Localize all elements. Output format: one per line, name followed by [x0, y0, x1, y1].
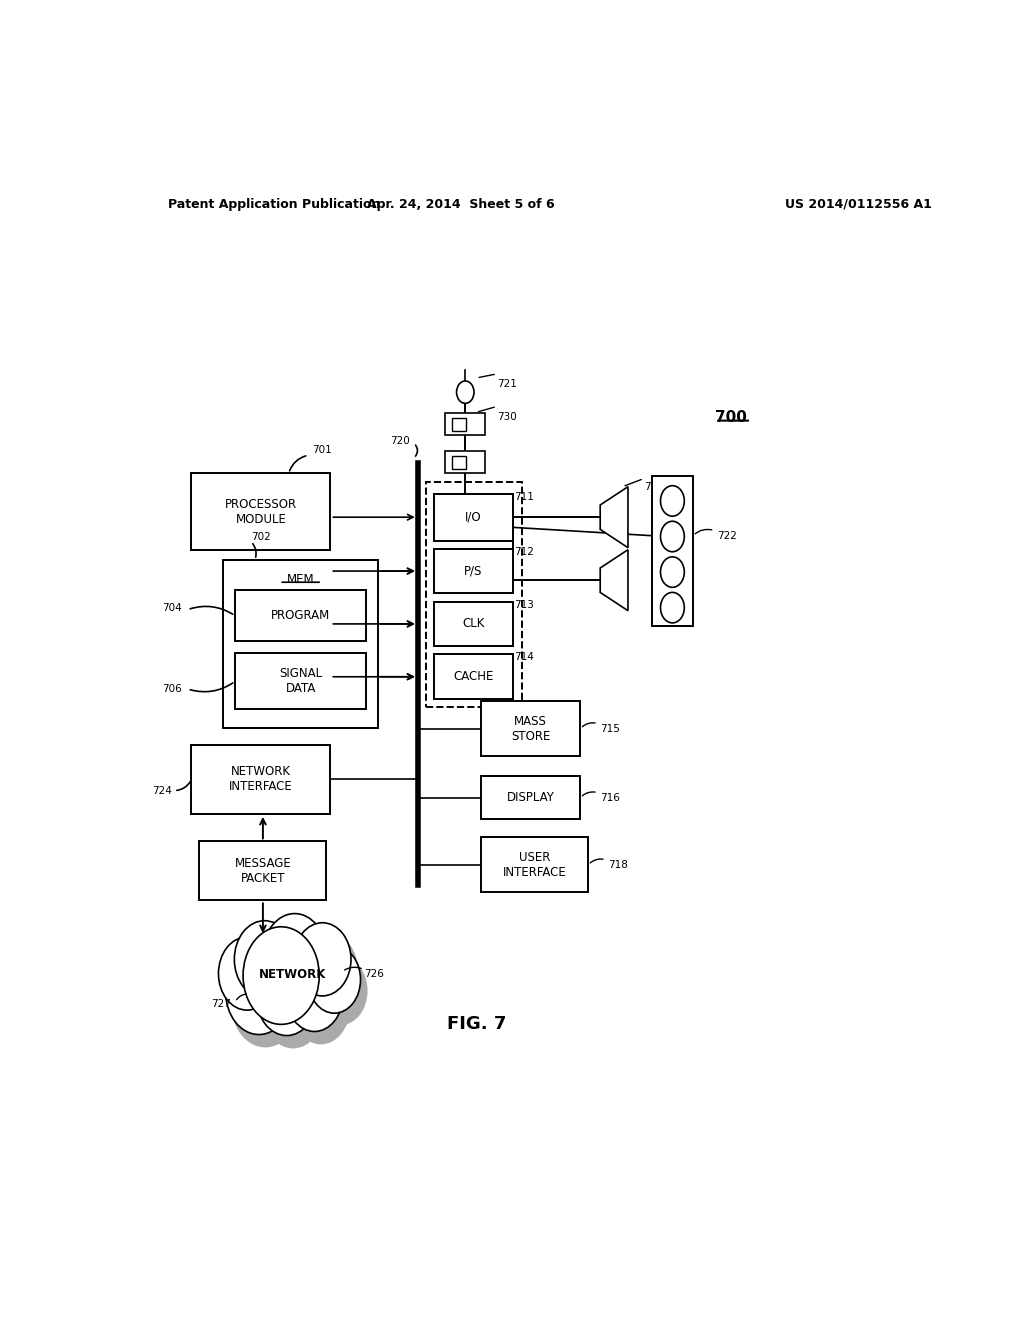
FancyBboxPatch shape	[445, 412, 485, 434]
FancyBboxPatch shape	[433, 602, 513, 647]
Circle shape	[269, 925, 333, 1006]
Text: 706: 706	[162, 684, 182, 694]
Text: 700: 700	[715, 411, 748, 425]
Text: DISPLAY: DISPLAY	[507, 791, 555, 804]
Text: 710: 710	[513, 726, 532, 735]
Text: Patent Application Publication: Patent Application Publication	[168, 198, 380, 211]
Text: CLK: CLK	[462, 618, 484, 631]
FancyBboxPatch shape	[452, 417, 466, 430]
Text: 719: 719	[644, 482, 664, 491]
FancyBboxPatch shape	[191, 474, 331, 549]
FancyBboxPatch shape	[481, 701, 581, 756]
Circle shape	[286, 958, 343, 1031]
Text: SIGNAL
DATA: SIGNAL DATA	[280, 668, 323, 696]
Text: US 2014/0112556 A1: US 2014/0112556 A1	[784, 198, 932, 211]
Circle shape	[660, 486, 684, 516]
Text: MASS
STORE: MASS STORE	[511, 714, 551, 743]
Text: 712: 712	[514, 546, 535, 557]
Circle shape	[292, 970, 349, 1044]
Text: MESSAGE
PACKET: MESSAGE PACKET	[234, 857, 291, 884]
Circle shape	[250, 939, 326, 1036]
Circle shape	[218, 937, 275, 1010]
Text: 716: 716	[600, 793, 621, 803]
Circle shape	[234, 921, 295, 998]
Circle shape	[243, 927, 319, 1024]
Text: 711: 711	[514, 492, 535, 502]
Circle shape	[660, 557, 684, 587]
Text: 718: 718	[608, 859, 628, 870]
Polygon shape	[600, 549, 628, 611]
FancyBboxPatch shape	[433, 494, 513, 541]
Text: 715: 715	[600, 723, 621, 734]
Text: 730: 730	[497, 412, 517, 421]
Text: PROGRAM: PROGRAM	[271, 610, 330, 622]
Text: I/O: I/O	[465, 511, 481, 524]
Circle shape	[660, 593, 684, 623]
FancyBboxPatch shape	[452, 457, 466, 470]
Text: FIG. 7: FIG. 7	[447, 1015, 507, 1034]
Circle shape	[225, 948, 282, 1022]
Text: 702: 702	[251, 532, 270, 541]
Text: 713: 713	[514, 599, 535, 610]
Text: Apr. 24, 2014  Sheet 5 of 6: Apr. 24, 2014 Sheet 5 of 6	[368, 198, 555, 211]
Text: 726: 726	[365, 969, 384, 978]
FancyBboxPatch shape	[236, 653, 367, 709]
Circle shape	[314, 957, 367, 1024]
Text: NETWORK: NETWORK	[259, 968, 326, 981]
Circle shape	[263, 913, 327, 995]
Text: CACHE: CACHE	[453, 671, 494, 684]
Text: 714: 714	[514, 652, 535, 663]
Text: 721: 721	[497, 379, 517, 389]
Circle shape	[308, 946, 360, 1014]
Text: P/S: P/S	[464, 565, 482, 578]
FancyBboxPatch shape	[236, 590, 367, 642]
Text: MEM: MEM	[287, 573, 314, 586]
FancyBboxPatch shape	[652, 475, 693, 626]
Circle shape	[241, 932, 301, 1008]
Text: USER
INTERFACE: USER INTERFACE	[503, 851, 566, 879]
Text: NETWORK
INTERFACE: NETWORK INTERFACE	[229, 766, 293, 793]
Text: 722: 722	[717, 531, 736, 541]
Circle shape	[263, 970, 324, 1048]
Text: 704: 704	[162, 603, 182, 612]
Circle shape	[660, 521, 684, 552]
FancyBboxPatch shape	[445, 451, 485, 474]
Polygon shape	[600, 487, 628, 548]
FancyBboxPatch shape	[191, 744, 331, 814]
Circle shape	[232, 961, 299, 1047]
Circle shape	[300, 935, 357, 1007]
FancyBboxPatch shape	[481, 776, 581, 818]
Circle shape	[457, 381, 474, 404]
FancyBboxPatch shape	[433, 549, 513, 594]
Circle shape	[225, 949, 292, 1035]
Text: 727: 727	[211, 999, 231, 1008]
Circle shape	[294, 923, 351, 995]
Circle shape	[257, 958, 316, 1036]
FancyBboxPatch shape	[433, 655, 513, 700]
FancyBboxPatch shape	[223, 560, 378, 727]
Text: PROCESSOR
MODULE: PROCESSOR MODULE	[225, 498, 297, 525]
FancyBboxPatch shape	[481, 837, 588, 892]
FancyBboxPatch shape	[200, 841, 327, 900]
Text: 720: 720	[390, 436, 410, 446]
Text: 701: 701	[312, 445, 332, 455]
Text: 724: 724	[152, 785, 172, 796]
